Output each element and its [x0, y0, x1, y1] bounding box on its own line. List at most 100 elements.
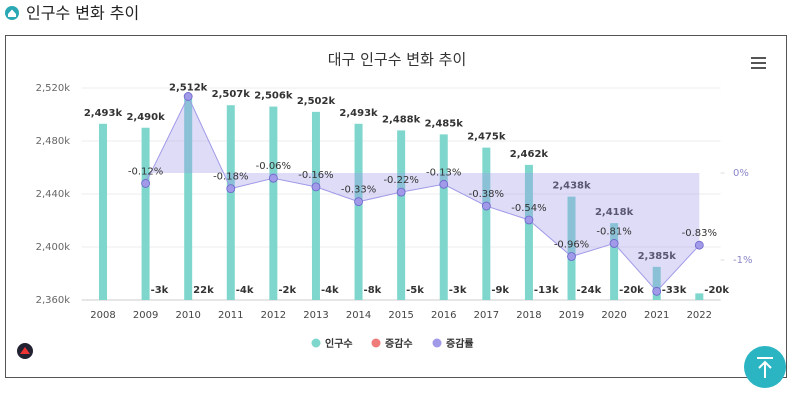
change-count-label: -9k — [491, 285, 509, 296]
bar-value-label: 2,488k — [382, 114, 421, 125]
bar-value-label: 2,512k — [169, 83, 208, 94]
logo-mark — [20, 347, 30, 354]
header-icon-house — [8, 9, 16, 17]
bar-value-label: 2,418k — [595, 207, 634, 218]
rate-value-label: -0.54% — [511, 203, 546, 214]
change-count-label: -4k — [236, 285, 254, 296]
bar — [141, 127, 150, 300]
rate-value-label: -0.06% — [256, 161, 291, 172]
legend-label: 증감수 — [385, 338, 413, 350]
x-tick-label: 2020 — [601, 310, 626, 321]
rate-point — [524, 215, 534, 225]
rate-point — [141, 179, 150, 188]
change-count-label: -4k — [321, 285, 339, 296]
rate-point — [183, 92, 193, 101]
header-title: 인구수 변화 추이 — [26, 4, 139, 23]
legend-label: 인구수 — [325, 337, 353, 350]
bar — [269, 106, 278, 300]
change-count-label: -8k — [364, 285, 382, 296]
rate-point — [481, 201, 491, 211]
x-tick-label: 2021 — [644, 310, 669, 321]
change-count-label: -2k — [278, 285, 296, 296]
bar — [397, 130, 406, 300]
chart-box — [5, 35, 787, 378]
rate-value-label: -0.16% — [298, 170, 333, 181]
rate-line — [145, 95, 700, 293]
legend-swatch — [311, 338, 321, 348]
bar-value-label: 2,385k — [638, 251, 677, 262]
x-tick-label: 2015 — [388, 310, 413, 321]
bar-value-label: 2,490k — [126, 112, 165, 123]
menu-line[interactable] — [751, 62, 766, 64]
bar — [482, 147, 491, 300]
bar — [439, 134, 448, 300]
rate-value-label: -0.33% — [341, 185, 376, 196]
bar — [695, 293, 704, 300]
bar — [184, 98, 193, 300]
x-tick-label: 2013 — [303, 310, 328, 321]
change-count-label: -5k — [406, 285, 424, 296]
bar — [610, 223, 619, 300]
x-tick-label: 2014 — [346, 310, 371, 321]
rate-value-label: -0.81% — [596, 226, 631, 237]
x-tick-label: 2011 — [218, 310, 243, 321]
rate-point — [311, 182, 321, 192]
rate-point — [567, 252, 576, 261]
bar-value-label: 2,493k — [339, 108, 378, 119]
scroll-top-arrow[interactable] — [757, 357, 773, 378]
rate-area — [145, 96, 700, 292]
bar-value-label: 2,493k — [84, 108, 123, 119]
bar — [567, 196, 576, 300]
menu-line[interactable] — [751, 57, 766, 59]
x-tick-label: 2012 — [261, 310, 286, 321]
rate-value-label: -0.83% — [682, 228, 717, 239]
change-count-label: -3k — [151, 285, 169, 296]
rate-point — [609, 239, 619, 248]
change-count-label: -33k — [662, 285, 687, 296]
legend-label: 증감률 — [446, 338, 474, 350]
y2-tick-label: -1% — [733, 255, 752, 266]
change-count-label: -3k — [449, 285, 467, 296]
bar-value-label: 2,502k — [297, 96, 336, 107]
rate-value-label: -0.13% — [426, 167, 461, 178]
bar-value-label: 2,438k — [552, 181, 591, 192]
bar — [98, 123, 107, 301]
x-tick-label: 2022 — [687, 310, 712, 321]
chart-title: 대구 인구수 변화 추이 — [328, 51, 467, 69]
scroll-top-button[interactable] — [744, 346, 786, 388]
legend-swatch — [432, 338, 442, 348]
change-count-label: 22k — [193, 285, 214, 296]
y-tick-label: 2,520k — [36, 83, 71, 94]
x-tick-label: 2018 — [516, 310, 541, 321]
change-count-label: -20k — [704, 285, 729, 296]
bar-value-label: 2,506k — [254, 91, 293, 102]
y-tick-label: 2,360k — [36, 295, 71, 306]
rate-point — [439, 179, 449, 189]
menu-button[interactable] — [751, 57, 766, 69]
x-tick-label: 2019 — [559, 310, 584, 321]
bar-value-label: 2,462k — [510, 149, 549, 160]
x-tick-label: 2017 — [474, 310, 499, 321]
bar — [354, 123, 363, 301]
x-tick-label: 2016 — [431, 310, 456, 321]
rate-value-label: -0.38% — [469, 189, 504, 200]
rate-point — [268, 173, 278, 183]
y-tick-label: 2,400k — [36, 242, 71, 253]
menu-line[interactable] — [751, 67, 766, 69]
bar — [524, 164, 533, 300]
y-tick-label: 2,480k — [36, 136, 71, 147]
x-tick-label: 2010 — [175, 310, 200, 321]
change-count-label: -20k — [619, 285, 644, 296]
rate-value-label: -0.12% — [128, 166, 163, 177]
rate-point — [694, 240, 704, 250]
rate-point — [396, 187, 406, 197]
rate-value-label: -0.96% — [554, 240, 589, 251]
bar — [311, 111, 320, 300]
bar — [226, 105, 235, 300]
rate-point — [652, 286, 662, 296]
bar — [652, 266, 661, 300]
rate-value-label: -0.22% — [383, 175, 418, 186]
rate-value-label: -0.18% — [213, 172, 248, 183]
